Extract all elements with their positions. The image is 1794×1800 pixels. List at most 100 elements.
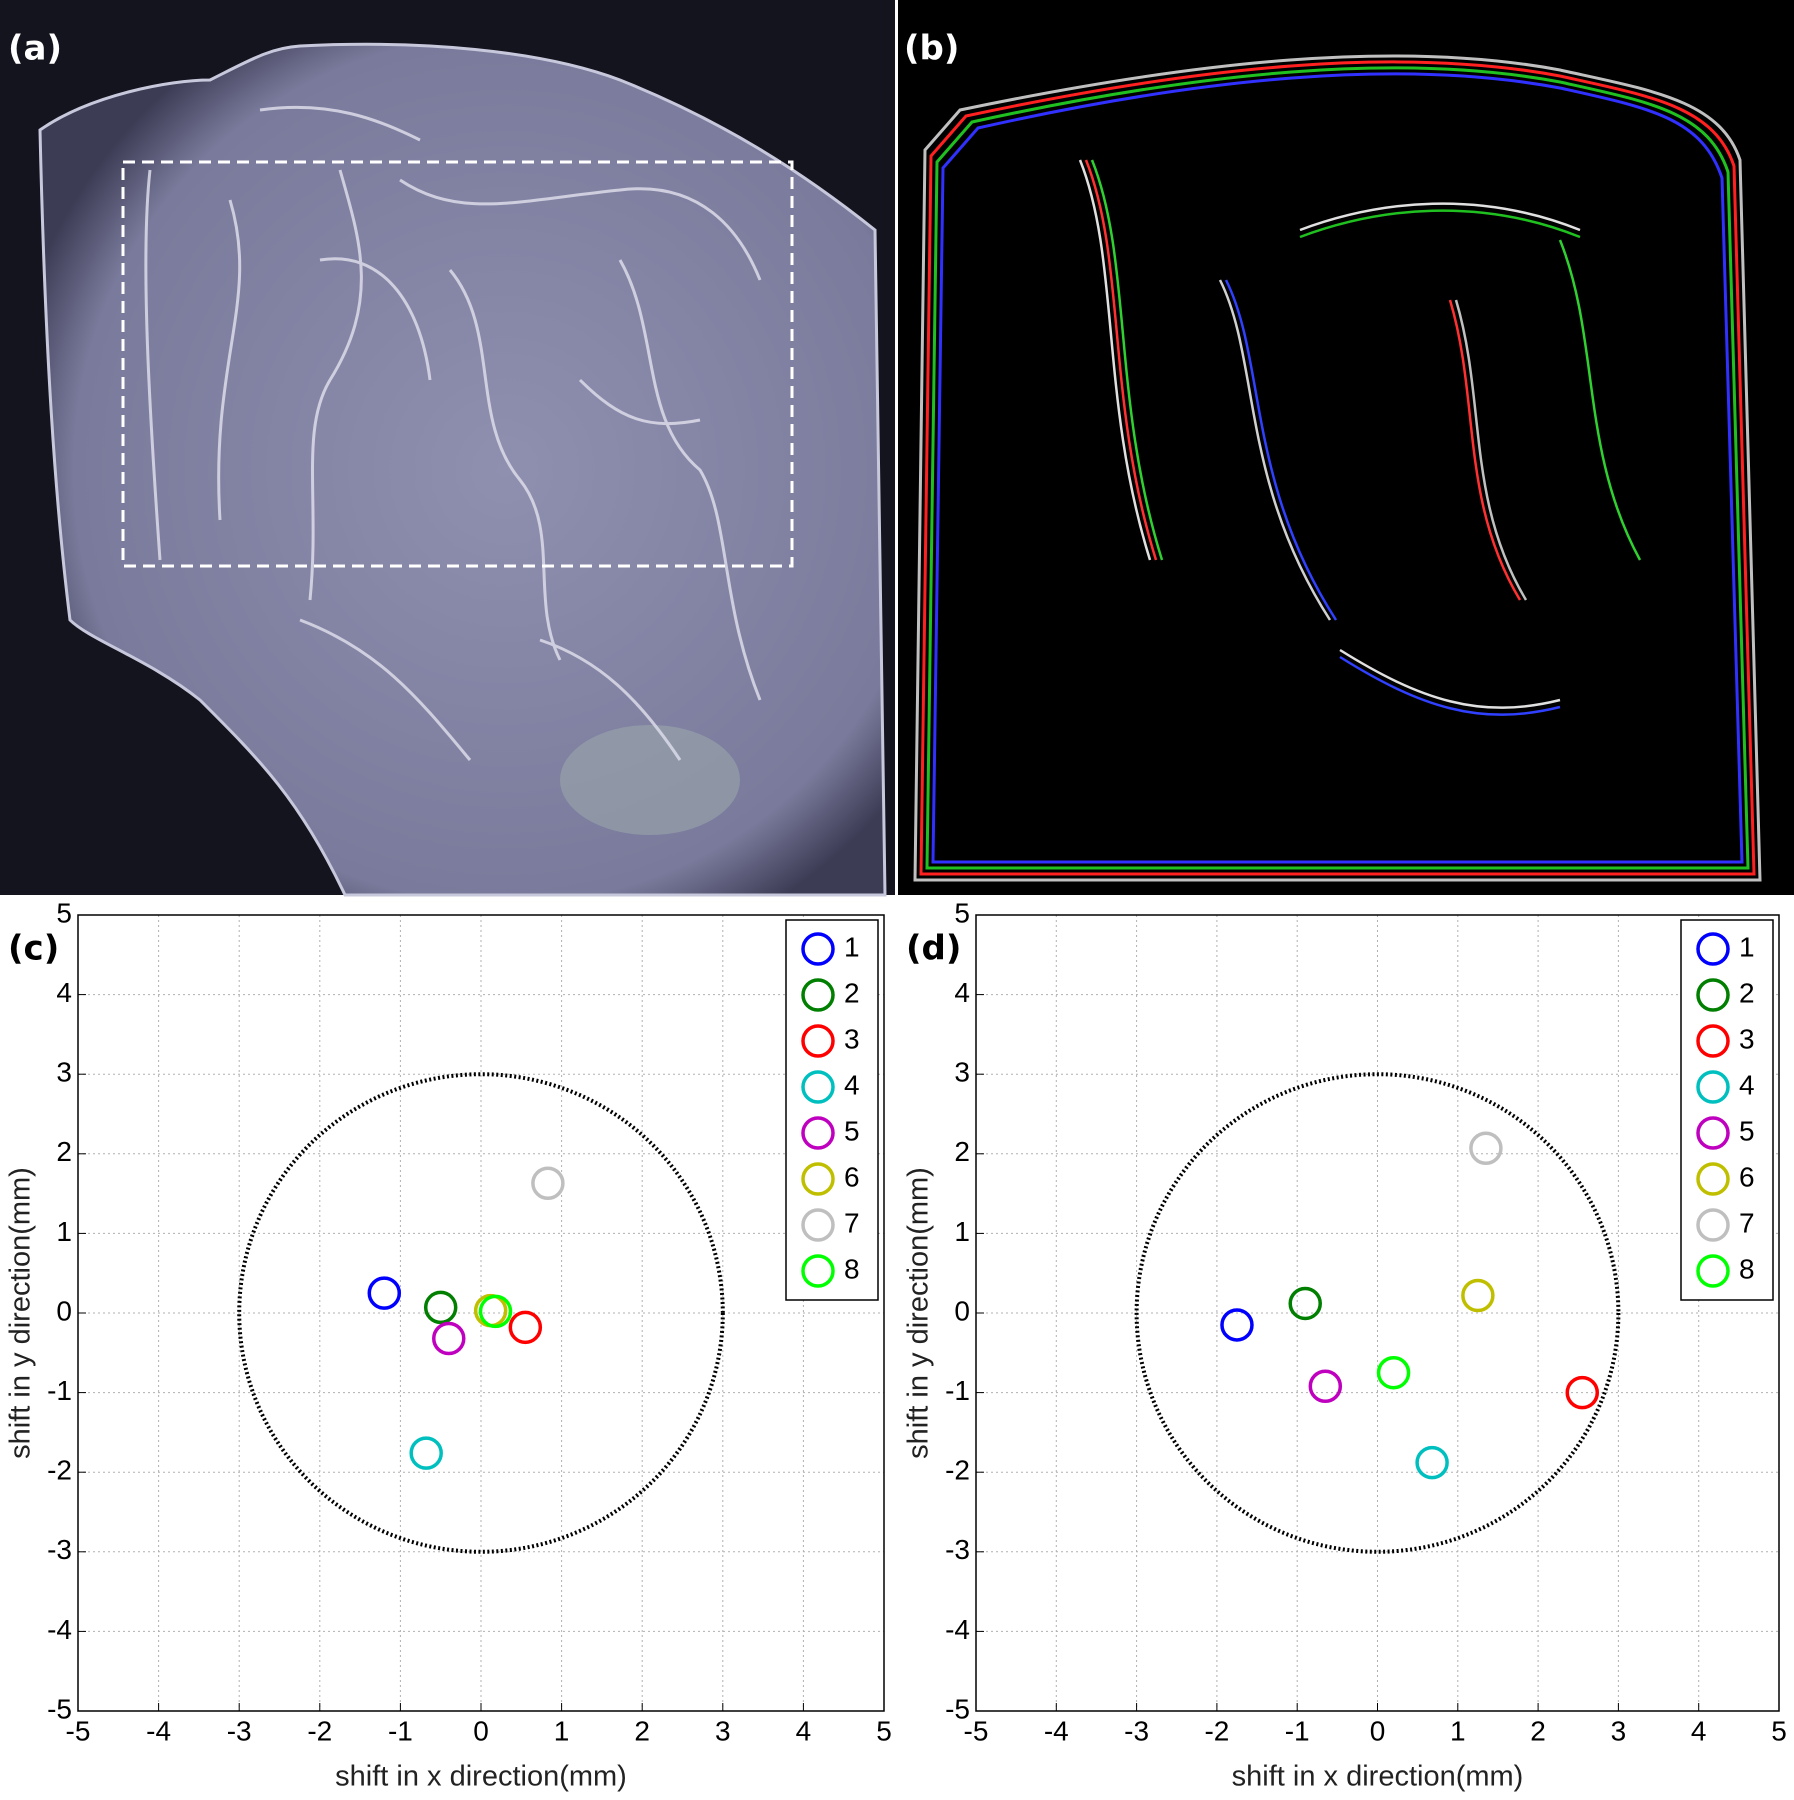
legend-label: 7 bbox=[844, 1207, 860, 1238]
legend-label: 6 bbox=[1739, 1161, 1755, 1192]
x-tick-label: -3 bbox=[1124, 1715, 1149, 1746]
y-tick-label: 4 bbox=[56, 977, 72, 1008]
legend-label: 2 bbox=[1739, 977, 1755, 1008]
x-tick-label: -1 bbox=[1285, 1715, 1310, 1746]
x-tick-label: -2 bbox=[1204, 1715, 1229, 1746]
chart: -5 -4 -3 -2 -1 0 1 2 3 4 5 -5 -4 -3 -2 -1 0 1 2 3 4 5 1 2 3 4 5 6 7 8… bbox=[903, 897, 1787, 1792]
x-axis-label: shift in x direction(mm) bbox=[1232, 1761, 1524, 1793]
x-tick-label: 3 bbox=[715, 1715, 731, 1746]
y-tick-label: 3 bbox=[56, 1057, 72, 1088]
legend-label: 4 bbox=[844, 1069, 860, 1100]
legend-label: 5 bbox=[844, 1115, 860, 1146]
x-tick-label: 0 bbox=[1370, 1715, 1386, 1746]
point bbox=[508, 1310, 543, 1345]
panel-a-image bbox=[0, 0, 895, 897]
point bbox=[367, 1276, 402, 1310]
panel-label: (a) bbox=[8, 29, 62, 69]
legend-marker bbox=[801, 1208, 835, 1242]
x-tick-label: -4 bbox=[146, 1715, 171, 1746]
x-tick-label: -5 bbox=[66, 1715, 91, 1746]
legend-marker bbox=[1696, 1024, 1730, 1058]
legend-label: 4 bbox=[1739, 1069, 1755, 1100]
point bbox=[1469, 1131, 1503, 1165]
y-tick-label: 5 bbox=[56, 897, 72, 928]
reference-circle bbox=[1134, 1072, 1621, 1554]
legend-marker bbox=[1696, 1162, 1730, 1196]
legend-box bbox=[1680, 919, 1774, 1301]
point bbox=[1461, 1278, 1495, 1313]
point bbox=[432, 1321, 466, 1356]
y-tick-label: 3 bbox=[954, 1057, 970, 1088]
x-tick-label: 5 bbox=[1771, 1715, 1787, 1746]
panel-label: (d) bbox=[906, 929, 961, 969]
legend-label: 8 bbox=[844, 1253, 860, 1284]
y-tick-label: -2 bbox=[945, 1455, 970, 1486]
point bbox=[423, 1290, 458, 1325]
y-tick-label: -4 bbox=[47, 1614, 72, 1645]
point bbox=[1308, 1369, 1343, 1403]
reference-circle bbox=[237, 1072, 725, 1554]
x-tick-label: -5 bbox=[964, 1715, 989, 1746]
legend-box bbox=[785, 919, 879, 1301]
point bbox=[409, 1436, 443, 1470]
x-tick-label: -2 bbox=[307, 1715, 332, 1746]
legend-marker bbox=[801, 1024, 835, 1058]
y-tick-label: 4 bbox=[954, 977, 970, 1008]
x-tick-label: 4 bbox=[1691, 1715, 1707, 1746]
y-tick-label: 1 bbox=[954, 1216, 970, 1247]
chart: -5 -4 -3 -2 -1 0 1 2 3 4 5 -5 -4 -3 -2 -1 0 1 2 3 4 5 1 2 3 4 5 6 7 8… bbox=[5, 897, 892, 1792]
x-tick-label: 1 bbox=[1450, 1715, 1466, 1746]
x-tick-label: 4 bbox=[796, 1715, 812, 1746]
legend-marker bbox=[1696, 1208, 1730, 1242]
legend-marker bbox=[801, 1070, 835, 1104]
y-tick-label: -3 bbox=[47, 1534, 72, 1565]
y-tick-label: -4 bbox=[945, 1614, 970, 1645]
legend-marker bbox=[1696, 978, 1730, 1012]
legend-label: 3 bbox=[844, 1023, 860, 1054]
y-axis-label: shift in y direction(mm) bbox=[5, 1167, 37, 1459]
x-tick-label: -3 bbox=[227, 1715, 252, 1746]
panel-label: (c) bbox=[8, 929, 59, 969]
legend-marker bbox=[1696, 1070, 1730, 1104]
x-tick-label: -1 bbox=[388, 1715, 413, 1746]
legend-marker bbox=[801, 978, 835, 1012]
x-tick-label: 5 bbox=[876, 1715, 892, 1746]
x-tick-label: 1 bbox=[554, 1715, 570, 1746]
legend-label: 2 bbox=[844, 977, 860, 1008]
axes-frame bbox=[975, 914, 1780, 1712]
legend-label: 1 bbox=[844, 931, 860, 962]
x-tick-label: -4 bbox=[1044, 1715, 1069, 1746]
legend-label: 3 bbox=[1739, 1023, 1755, 1054]
point bbox=[531, 1166, 565, 1201]
x-tick-label: 3 bbox=[1611, 1715, 1627, 1746]
panel-label: (b) bbox=[904, 29, 959, 69]
point bbox=[1220, 1308, 1254, 1342]
point bbox=[1565, 1375, 1600, 1410]
legend-label: 6 bbox=[844, 1161, 860, 1192]
legend-marker bbox=[801, 932, 835, 966]
legend-marker bbox=[801, 1254, 835, 1288]
legend-label: 1 bbox=[1739, 931, 1755, 962]
x-tick-label: 2 bbox=[634, 1715, 650, 1746]
legend-label: 7 bbox=[1739, 1207, 1755, 1238]
point bbox=[1288, 1286, 1322, 1321]
y-tick-label: 1 bbox=[56, 1216, 72, 1247]
y-tick-label: 0 bbox=[56, 1295, 72, 1326]
legend-marker bbox=[1696, 1254, 1730, 1288]
y-tick-label: -5 bbox=[945, 1693, 970, 1724]
y-tick-label: -3 bbox=[945, 1534, 970, 1565]
y-tick-label: 2 bbox=[954, 1136, 970, 1167]
y-tick-label: -1 bbox=[47, 1375, 72, 1406]
point bbox=[478, 1294, 513, 1329]
legend-marker bbox=[1696, 1116, 1730, 1150]
y-tick-label: 0 bbox=[954, 1295, 970, 1326]
legend-marker bbox=[801, 1162, 835, 1196]
legend-marker bbox=[1696, 932, 1730, 966]
point bbox=[1376, 1355, 1411, 1390]
legend-marker bbox=[801, 1116, 835, 1150]
y-tick-label: 2 bbox=[56, 1136, 72, 1167]
x-tick-label: 0 bbox=[473, 1715, 489, 1746]
y-tick-label: -2 bbox=[47, 1455, 72, 1486]
legend-label: 8 bbox=[1739, 1253, 1755, 1284]
